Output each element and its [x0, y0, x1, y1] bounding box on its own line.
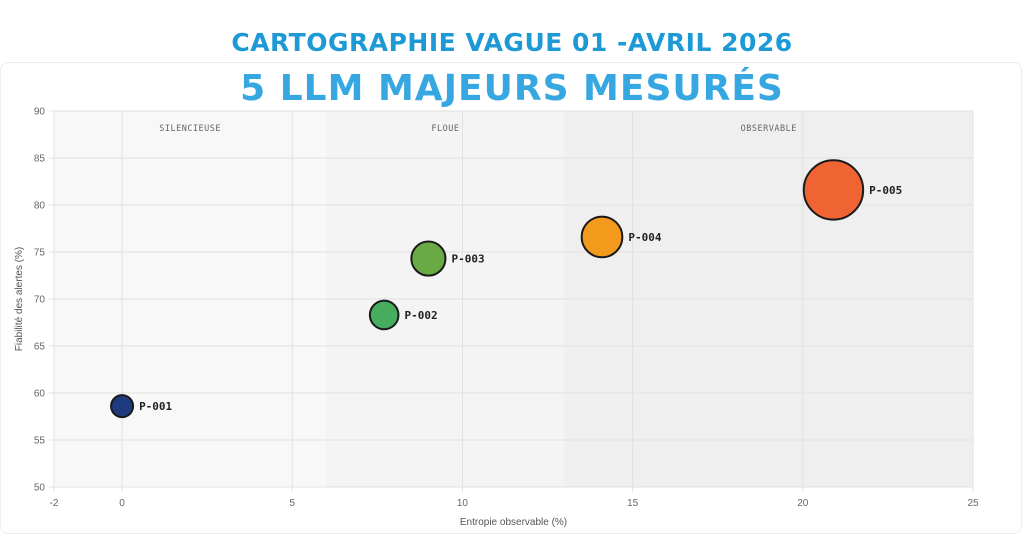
- y-tick-label: 55: [34, 436, 46, 447]
- x-tick-label: 20: [797, 498, 809, 509]
- x-tick-label: 0: [119, 498, 125, 509]
- bubble-point: [802, 159, 865, 221]
- bubble-point: [110, 394, 135, 419]
- bubble-label: P-001: [139, 400, 172, 413]
- bubble-point: [368, 299, 400, 331]
- y-tick-label: 80: [34, 201, 46, 212]
- bubble-label: P-003: [451, 253, 484, 266]
- points-layer: P-001 P-002 P-003 P-004 P-005: [110, 159, 902, 419]
- y-tick-label: 85: [34, 154, 46, 165]
- bubble-point: [580, 215, 624, 259]
- bubble-label: P-004: [628, 231, 661, 244]
- y-tick-label: 70: [34, 295, 46, 306]
- zone-label: SILENCIEUSE: [159, 124, 221, 134]
- bubble-point: [410, 240, 447, 277]
- grid-layer: [49, 110, 974, 492]
- zone-label: FLOUE: [431, 124, 459, 134]
- y-tick-label: 50: [34, 483, 46, 494]
- chart-title: CARTOGRAPHIE VAGUE 01 -AVRIL 2026: [231, 28, 793, 57]
- x-tick-label: -2: [50, 498, 59, 509]
- y-tick-label: 90: [34, 107, 46, 118]
- y-tick-label: 60: [34, 389, 46, 400]
- chart-subtitle: 5 LLM MAJEURS MESURÉS: [240, 68, 784, 109]
- y-axis-label: Fiabilité des alertes (%): [14, 247, 25, 351]
- bubble-label: P-002: [404, 309, 437, 322]
- ticks-layer: -2 0 5 10 15 20 25 50 55 60 65 70 75 80 85 90: [34, 107, 979, 510]
- x-tick-label: 5: [289, 498, 295, 509]
- x-tick-label: 25: [967, 498, 979, 509]
- x-tick-label: 15: [627, 498, 639, 509]
- zone-label: OBSERVABLE: [741, 124, 797, 134]
- x-tick-label: 10: [457, 498, 469, 509]
- x-axis-label: Entropie observable (%): [460, 517, 567, 528]
- y-tick-label: 75: [34, 248, 46, 259]
- bubble-label: P-005: [869, 184, 902, 197]
- y-tick-label: 65: [34, 342, 46, 353]
